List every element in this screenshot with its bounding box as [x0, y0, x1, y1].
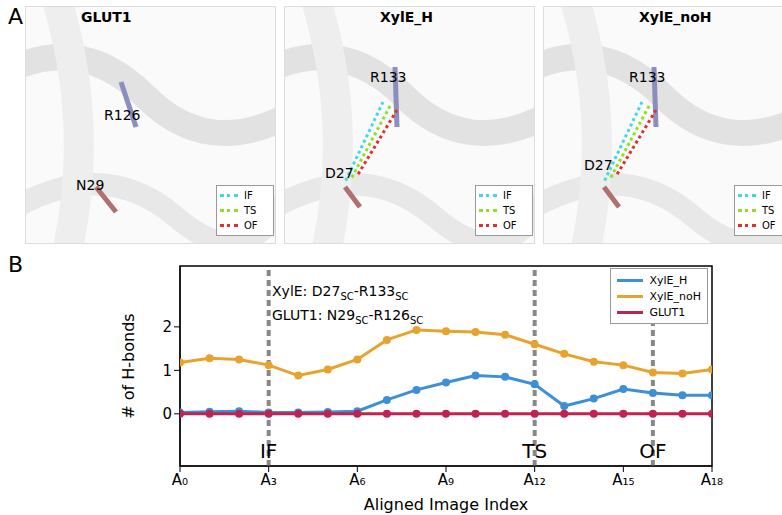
html-text:OF: OF	[762, 220, 776, 231]
svg-text:# of H-bonds: # of H-bonds	[119, 313, 138, 418]
html-text:IF: IF	[762, 190, 771, 201]
html-text:TS: TS	[503, 205, 516, 216]
html-text:GLUT1: GLUT1	[81, 9, 132, 25]
svg-text:Aligned Image Index: Aligned Image Index	[364, 495, 528, 514]
svg-text:A₆: A₆	[349, 471, 365, 489]
html-text:IF: IF	[244, 190, 253, 201]
svg-text:A₁₅: A₁₅	[612, 471, 634, 489]
html-text:OF: OF	[503, 220, 517, 231]
html-text:B: B	[8, 252, 24, 277]
svg-text:1: 1	[162, 362, 172, 380]
svg-text:A₉: A₉	[438, 471, 454, 489]
html-text:R126: R126	[104, 107, 141, 123]
html-text:XylE_noH: XylE_noH	[649, 289, 701, 303]
svg-text:OF: OF	[639, 439, 666, 463]
html-text:GLUT1: N29SC-R126SC: GLUT1: N29SC-R126SC	[272, 306, 424, 326]
svg-text:2: 2	[162, 318, 172, 336]
html-text:TS: TS	[762, 205, 775, 216]
html-text:R133: R133	[370, 69, 407, 85]
html-text:TS: TS	[244, 205, 257, 216]
html-text:IF: IF	[503, 190, 512, 201]
svg-text:IF: IF	[260, 439, 277, 463]
html-text:R133: R133	[629, 69, 666, 85]
html-text:D27: D27	[584, 157, 613, 173]
svg-text:A₁₈: A₁₈	[701, 471, 723, 489]
html-text:XylE: D27SC-R133SC: XylE: D27SC-R133SC	[272, 283, 409, 302]
html-text:XylE_H: XylE_H	[649, 273, 688, 287]
html-text:N29: N29	[76, 177, 105, 193]
html-text:XylE_noH: XylE_noH	[639, 9, 712, 25]
html-text:OF: OF	[244, 220, 258, 231]
svg-text:0: 0	[162, 405, 172, 423]
html-text:A: A	[8, 4, 24, 29]
svg-text:A₀: A₀	[172, 471, 188, 489]
html-text:XylE_H: XylE_H	[380, 9, 433, 25]
html-text:GLUT1: GLUT1	[649, 305, 686, 319]
svg-text:TS: TS	[521, 439, 547, 463]
svg-text:A₃: A₃	[261, 471, 277, 489]
svg-text:A₁₂: A₁₂	[524, 471, 546, 489]
html-text:D27: D27	[325, 165, 354, 181]
